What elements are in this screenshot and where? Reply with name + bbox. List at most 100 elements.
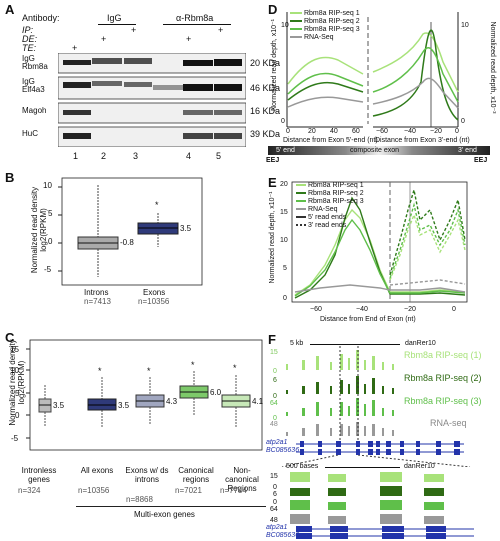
panel-d-xtick-r20: −20 [430,128,442,135]
panel-d-eej-right: EEJ [474,157,488,164]
panel-d-xtick-l20: 20 [308,128,316,135]
panel-e-ytick-0: 0 [283,295,287,302]
panel-c-median-1: 3.5 [53,401,65,410]
panel-e-xtick-m40: −40 [356,306,368,313]
panel-f-gene-models-top [296,441,464,455]
antibody-label: Antibody: [22,13,60,23]
panel-e-label: E [268,175,277,190]
panel-d-legend-1: Rbm8a RIP-seq 1 [290,10,360,18]
panel-d-xtick-r0: 0 [455,128,459,135]
panel-f-bottom-zero-1: 0 [273,484,277,491]
panel-e-legend-2: Rbm8a RIP-seq 2 [296,190,364,198]
igg-underline [98,24,136,25]
panel-d-xtick-r40: −40 [404,128,416,135]
panel-f-max-4: 48 [270,421,278,428]
panel-c-star-4: * [233,363,237,373]
panel-b-label: B [5,170,15,185]
panel-c-star-3: * [191,360,195,370]
panel-e-ytick-10: 10 [280,237,288,244]
panel-d-legend-3-text: Rbm8a RIP-seq 3 [303,26,360,33]
panel-d-bar-5end: 5' end [276,147,295,154]
panel-c-n-5: n=7744 [220,486,247,495]
panel-d-ytick-l10: 10 [281,22,289,29]
panel-e-xtick-0: 0 [452,306,456,313]
panel-f-genome-bottom: danRer10 [404,463,435,470]
panel-e-xlabel: Distance from End of Exon (nt) [320,316,416,323]
panel-b-cat-introns: Introns [84,288,109,297]
panel-d-eej-left: EEJ [266,157,280,164]
panel-b-n-introns: n=7413 [84,297,111,306]
panel-d-ytick-l0: 0 [281,118,285,125]
blot-2-label-bottom: Elf4a3 [22,85,45,94]
panel-e-legend-2-text: Rbm8a RIP-seq 2 [307,190,364,197]
panel-f-track-3-label: Rbm8a RIP-seq (3) [404,396,482,406]
antibody-rbm8a: α-Rbm8a [176,13,214,23]
panel-f-track-4-label: RNA-seq [430,418,467,428]
blot-1-label-bottom: Rbm8a [22,62,48,71]
panel-e-legend-5-text: 5' read ends [307,214,347,221]
panel-f-max-2: 6 [273,377,277,384]
panel-e-legend-6: 3' read ends [296,222,364,230]
panel-b-cat-exons: Exons [143,288,166,297]
plus-de-4: + [186,34,192,44]
panel-c-cat-5: Non-canonical Regions [225,466,259,493]
panel-f-bottom-max-4: 48 [270,517,278,524]
panel-c-star-1: * [98,366,102,376]
panel-b-boxplot [58,177,203,286]
panel-d-legend-2: Rbm8a RIP-seq 2 [290,18,360,26]
panel-f-gene-1: atp2a1 [266,439,288,446]
panel-d-label: D [268,2,278,17]
panel-c-n-1: n=324 [18,486,41,495]
panel-c-cat-3: Exons w/ ds introns [125,466,169,484]
panel-f-bottom-max-2: 6 [273,491,277,498]
panel-d-bar-3end: 3' end [458,147,477,154]
panel-d-exon-bar [268,146,490,155]
panel-d-xtick-l40: 40 [330,128,338,135]
panel-f-bottom-zero-2: 0 [273,499,277,506]
panel-f-zero-1: 0 [273,368,277,375]
panel-e-xtick-m60: −60 [310,306,322,313]
panel-f-zoom-lines [281,455,471,467]
panel-c-median-2: 3.5 [118,401,130,410]
panel-f-track-2-label: Rbm8a RIP-seq (2) [404,373,482,383]
panel-d-legend-1-text: Rbm8a RIP-seq 1 [303,10,360,17]
panel-b-median-introns: -0.8 [120,238,134,247]
panel-d-ylabel-left: Normalized read depth, x10⁻¹ [271,18,278,112]
rbm8a-underline [163,24,231,25]
panel-d-ytick-r10: 10 [461,22,469,29]
lane-2: 2 [101,151,107,161]
panel-f-max-1: 15 [270,349,278,356]
panel-d-xlabel-right: Distance from Exon 3'-end (nt) [375,137,470,144]
panel-f-tracks-top [286,346,394,444]
panel-c-cat-4: Canonical regions [178,466,214,484]
panel-e-legend-3: Rbm8a RIP-seq 3 [296,198,364,206]
panel-d-plot [286,12,459,128]
lane-3: 3 [133,151,139,161]
panel-c-median-4: 6.0 [210,388,222,397]
plus-ip-3: + [131,25,137,35]
panel-e-legend-4-text: RNA-Seq [307,206,338,213]
panel-d-legend-4-text: RNA-Seq [303,34,334,41]
panel-e-ytick-20: 20 [280,181,288,188]
blot-3-size: 16 KDa [250,106,281,116]
lane-1: 1 [73,151,79,161]
panel-f-tracks-bottom [290,472,444,524]
panel-f-scale-bottom: 500 bases [286,463,319,470]
panel-e-legend-5: 5' read ends [296,214,364,222]
panel-d-ytick-r0: 0 [461,118,465,125]
panel-c-n-4: n=7021 [175,486,202,495]
panel-c-ytick-15: 15 [10,345,19,354]
panel-c-n-3: n=8868 [126,495,153,504]
panel-d-bar-mid: composite exon [350,147,400,154]
panel-c-n-2: n=10356 [78,486,110,495]
panel-f-scale-bar-top [310,344,400,345]
western-blot-image [58,53,246,147]
panel-f-bottom-max-3: 64 [270,506,278,513]
blot-4-size: 39 KDa [250,129,281,139]
panel-a-label: A [5,2,15,17]
panel-f-label: F [268,332,276,347]
panel-b-median-exons: 3.5 [180,224,192,233]
panel-b-ytick-5: 5 [48,209,53,218]
panel-d-xtick-l60: 60 [352,128,360,135]
panel-e-plot [291,181,468,303]
